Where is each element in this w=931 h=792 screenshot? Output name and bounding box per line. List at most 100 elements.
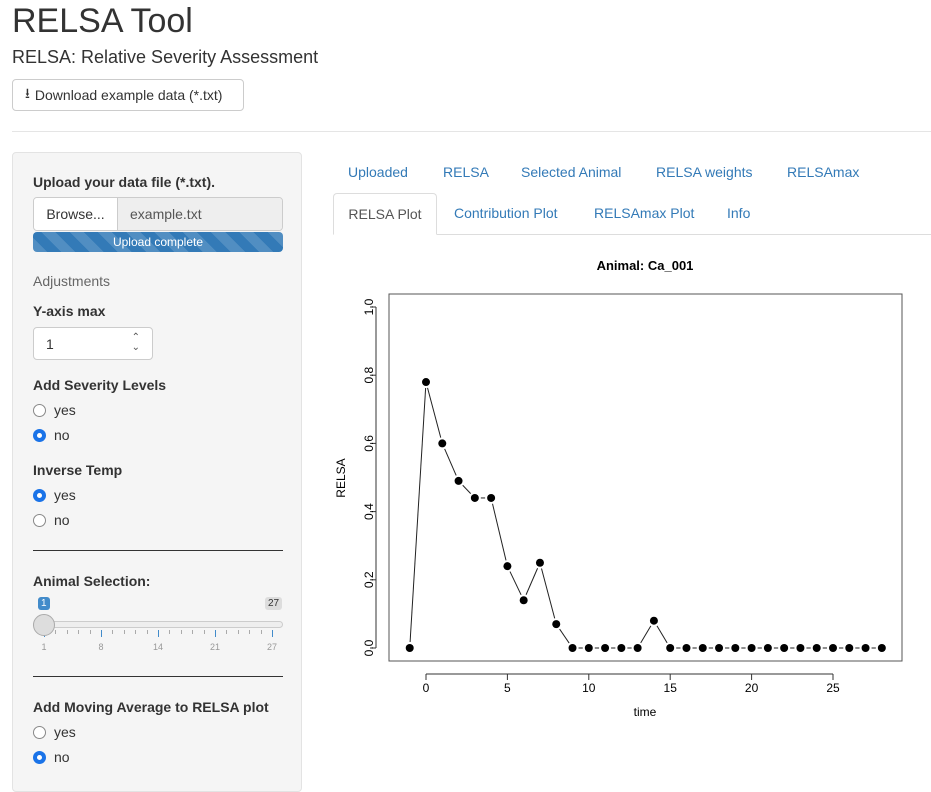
yaxis-max-label: Y-axis max [33, 303, 106, 319]
data-point [487, 493, 496, 502]
severity-yes-radio[interactable]: yes [33, 402, 76, 418]
upload-label: Upload your data file (*.txt). [33, 174, 216, 190]
slider-tick [272, 630, 273, 637]
slider-tick [180, 630, 182, 634]
x-tick-label: 10 [582, 681, 596, 695]
y-tick-label: 0.6 [362, 435, 376, 452]
series-line-segment [541, 568, 556, 619]
slider-tick [123, 630, 125, 634]
stepper-icon[interactable]: ⌃ ⌄ [131, 332, 140, 353]
slider-tick [66, 630, 68, 634]
file-name: example.txt [118, 198, 282, 230]
series-line-segment [525, 568, 539, 595]
animal-slider-handle[interactable] [33, 614, 55, 636]
app-title: RELSA Tool [12, 2, 193, 40]
data-point [780, 644, 789, 652]
sidebar: Upload your data file (*.txt). Browse...… [12, 152, 302, 792]
tab-border [333, 234, 931, 235]
plot-frame [388, 293, 903, 662]
slider-tick [112, 630, 114, 634]
y-tick-label: 0.0 [362, 639, 376, 656]
tab-selected-animal[interactable]: Selected Animal [521, 164, 622, 180]
slider-value-badge: 1 [38, 597, 50, 610]
slider-tick [226, 630, 228, 634]
slider-tick-label: 27 [266, 642, 278, 652]
app-subtitle: RELSA: Relative Severity Assessment [12, 47, 319, 67]
slider-tick [169, 630, 171, 634]
series-line-segment [444, 448, 457, 476]
series-line-segment [492, 503, 507, 561]
data-point [601, 644, 610, 652]
data-point [422, 378, 430, 387]
inverse-yes-radio[interactable]: yes [33, 487, 76, 503]
y-tick-label: 0.8 [362, 367, 376, 384]
download-example-button[interactable]: ⭳ Download example data (*.txt) [12, 79, 244, 111]
download-icon: ⭳ [25, 85, 30, 101]
tab-relsa-weights[interactable]: RELSA weights [656, 164, 753, 180]
series-line-segment [427, 387, 442, 438]
slider-tick [55, 630, 57, 634]
data-point [503, 562, 512, 571]
data-point [649, 616, 658, 625]
series-line-segment [559, 628, 570, 644]
x-tick-label: 25 [826, 681, 840, 695]
tab-info[interactable]: Info [727, 205, 751, 221]
series-line-segment [462, 484, 472, 494]
data-point [552, 620, 561, 629]
animal-selection-label: Animal Selection: [33, 573, 151, 589]
data-point [829, 644, 837, 652]
slider-tick [78, 630, 80, 634]
upload-progress-bar: Upload complete [33, 232, 283, 252]
adjustments-heading: Adjustments [33, 273, 111, 289]
data-point [715, 644, 724, 652]
inverse-no-radio[interactable]: no [33, 512, 70, 528]
tab-uploaded[interactable]: Uploaded [348, 164, 408, 180]
slider-tick-label: 8 [98, 642, 104, 652]
data-point [861, 644, 870, 652]
y-axis-label: RELSA [334, 458, 348, 497]
x-tick-label: 20 [745, 681, 759, 695]
series-line-segment [640, 625, 652, 644]
data-point [877, 644, 886, 652]
severity-label: Add Severity Levels [33, 377, 167, 393]
moving-no-radio[interactable]: no [33, 749, 70, 765]
slider-max-badge: 27 [265, 597, 283, 610]
slider-tick [101, 630, 102, 637]
data-point [682, 644, 691, 652]
data-point [666, 644, 675, 652]
data-point [812, 644, 821, 652]
tab-relsa-plot[interactable]: RELSA Plot [333, 193, 437, 235]
data-point [731, 644, 740, 652]
severity-no-radio[interactable]: no [33, 427, 70, 443]
series-line-segment [656, 625, 668, 644]
chart-title: Animal: Ca_001 [597, 258, 694, 273]
tab-relsa[interactable]: RELSA [443, 164, 489, 180]
moving-average-label: Add Moving Average to RELSA plot [33, 699, 269, 715]
data-point [698, 644, 707, 652]
divider [33, 550, 283, 551]
tab-contribution-plot[interactable]: Contribution Plot [454, 205, 558, 221]
tab-relsamax[interactable]: RELSAmax [787, 164, 860, 180]
y-tick-label: 0.4 [362, 503, 376, 520]
tab-relsamax-plot[interactable]: RELSAmax Plot [594, 205, 695, 221]
data-point [617, 644, 626, 652]
series-line-segment [409, 387, 427, 643]
y-tick-label: 1.0 [362, 298, 376, 315]
file-input[interactable]: Browse... example.txt [33, 197, 283, 231]
x-tick-label: 0 [423, 681, 430, 695]
moving-yes-radio[interactable]: yes [33, 724, 76, 740]
slider-tick-label: 14 [152, 642, 164, 652]
data-point [470, 493, 479, 502]
divider [12, 131, 931, 132]
slider-tick [260, 630, 262, 634]
slider-tick [203, 630, 205, 634]
data-point [763, 644, 772, 652]
slider-tick [237, 630, 239, 634]
yaxis-max-input[interactable]: 1 ⌃ ⌄ [33, 327, 153, 360]
slider-tick-label: 21 [209, 642, 221, 652]
browse-button[interactable]: Browse... [34, 198, 118, 230]
slider-tick [249, 630, 251, 634]
divider [33, 676, 283, 677]
slider-tick [158, 630, 159, 637]
y-tick-label: 0.2 [362, 571, 376, 588]
